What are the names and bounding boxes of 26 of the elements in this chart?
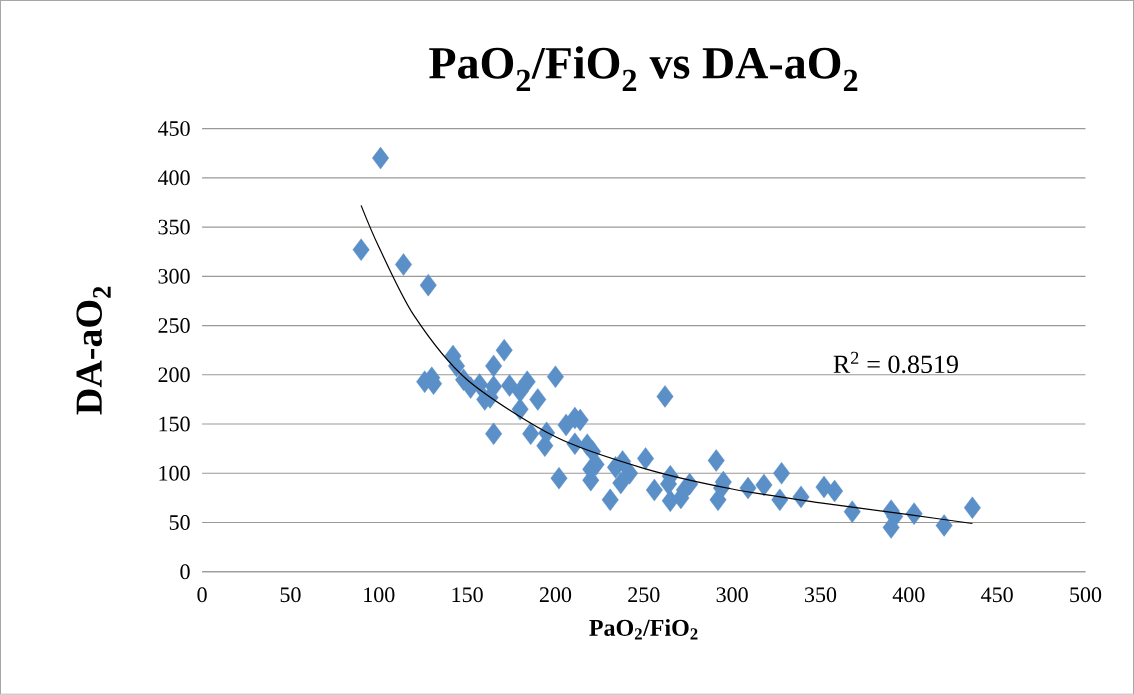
y-tick-label: 300 (158, 268, 190, 284)
line-series (360, 204, 973, 525)
y-tick-label: 450 (157, 121, 190, 137)
chart-title: PaO$_{2}$/FiO$_{2}$ vs DA-aO$_{2}$ (429, 46, 858, 92)
x-tick-label: 400 (892, 587, 925, 603)
y-tick-label: 0 (180, 564, 190, 580)
y-tick-label: 250 (158, 318, 190, 334)
y-tick-label: 400 (157, 170, 190, 186)
x-tick-label: 200 (539, 587, 572, 603)
x-tick-label: 350 (805, 587, 837, 603)
y-tick-label: 100 (159, 465, 190, 481)
x-tick-label: 500 (1070, 587, 1102, 603)
x-tick-label: 50 (280, 587, 301, 603)
x-tick-label: 250 (628, 587, 660, 603)
x-axis-title: PaO$_{2}$/FiO$_{2}$ (589, 619, 698, 640)
y-tick-label: 150 (159, 416, 190, 432)
annotation: R$^{2}$ = 0.8519 (833, 351, 958, 374)
x-tick-label: 450 (981, 587, 1013, 603)
y-tick-label: 50 (169, 515, 190, 531)
x-tick-label: 300 (716, 587, 748, 603)
x-tick-label: 100 (364, 587, 395, 603)
y-tick-label: 350 (158, 219, 190, 235)
x-tick-label: 150 (452, 587, 483, 603)
y-tick-label: 200 (158, 367, 190, 383)
y-axis-title: DA-aO$_{2}$ (76, 286, 111, 415)
x-tick-label: 0 (197, 587, 207, 603)
